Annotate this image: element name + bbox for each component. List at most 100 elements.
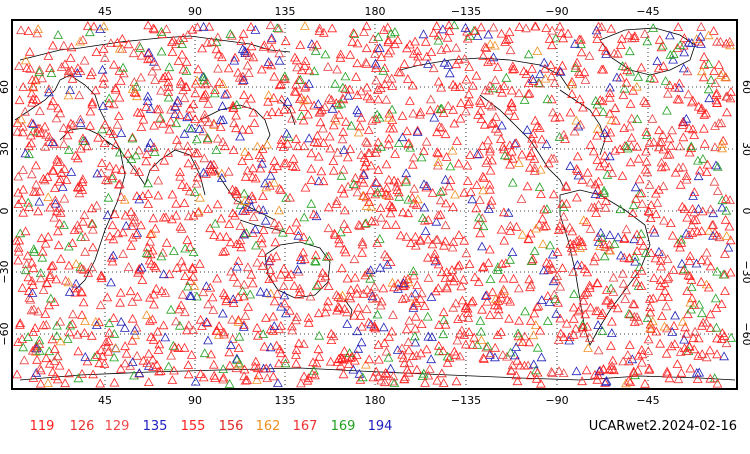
triangle-icon: [156, 26, 167, 36]
triangle-icon: [266, 60, 277, 70]
triangle-icon: [272, 288, 283, 298]
triangle-icon: [411, 199, 422, 209]
triangle-icon: [523, 89, 534, 98]
triangle-icon: [654, 34, 665, 44]
triangle-icon: [584, 51, 595, 60]
triangle-icon: [288, 153, 299, 163]
triangle-icon: [628, 366, 639, 376]
triangle-icon: [163, 77, 174, 87]
triangle-icon: [337, 290, 348, 300]
triangle-icon: [149, 162, 160, 171]
triangle-icon: [662, 105, 672, 115]
triangle-icon: [219, 329, 229, 339]
triangle-icon: [382, 22, 393, 32]
triangle-icon: [574, 94, 585, 104]
triangle-icon: [31, 160, 41, 170]
triangle-icon: [127, 313, 138, 323]
triangle-icon: [561, 181, 572, 191]
triangle-icon: [626, 132, 637, 142]
triangle-icon: [462, 33, 473, 43]
triangle-icon: [496, 28, 507, 38]
triangle-icon: [619, 234, 629, 244]
triangle-icon: [646, 324, 657, 333]
triangle-icon: [14, 61, 24, 70]
triangle-icon: [202, 317, 213, 327]
triangle-icon: [353, 343, 364, 353]
triangle-icon: [485, 165, 496, 175]
triangle-icon: [504, 27, 515, 36]
triangle-icon: [333, 301, 343, 311]
triangle-icon: [349, 254, 360, 264]
triangle-icon: [49, 212, 60, 222]
triangle-icon: [582, 167, 593, 177]
triangle-icon: [70, 283, 81, 293]
triangle-icon: [592, 154, 603, 164]
triangle-icon: [654, 125, 664, 135]
triangle-icon: [202, 77, 213, 87]
triangle-icon: [531, 223, 541, 233]
triangle-icon: [605, 127, 616, 137]
triangle-icon: [143, 188, 154, 198]
triangle-icon: [678, 63, 689, 73]
triangle-icon: [74, 188, 85, 198]
triangle-icon: [180, 307, 190, 317]
triangle-icon: [268, 325, 278, 335]
triangle-icon: [425, 94, 436, 104]
triangle-icon: [296, 65, 307, 75]
triangle-icon: [266, 34, 277, 44]
triangle-icon: [326, 94, 337, 104]
coastline: [559, 189, 651, 347]
triangle-icon: [404, 345, 414, 355]
triangle-icon: [350, 272, 360, 282]
triangle-icon: [148, 213, 159, 223]
triangle-icon: [218, 247, 228, 256]
triangle-icon: [101, 337, 111, 347]
legend-item: 135: [143, 419, 168, 434]
triangle-icon: [184, 186, 195, 196]
triangle-icon: [268, 311, 279, 321]
triangle-icon: [667, 125, 677, 135]
triangle-icon: [551, 66, 561, 75]
triangle-icon: [114, 43, 125, 53]
triangle-icon: [27, 74, 38, 84]
triangle-icon: [96, 345, 107, 355]
triangle-icon: [47, 334, 58, 344]
triangle-icon: [117, 33, 128, 43]
triangle-icon: [127, 132, 138, 142]
triangle-icon: [23, 332, 33, 342]
triangle-icon: [346, 285, 356, 294]
triangle-icon: [72, 68, 83, 77]
top-lon-label: −135: [451, 5, 481, 18]
triangle-icon: [299, 339, 309, 349]
triangle-icon: [135, 42, 146, 52]
triangle-icon: [46, 100, 57, 110]
triangle-icon: [526, 279, 536, 289]
triangle-icon: [705, 309, 716, 319]
triangle-icon: [369, 322, 379, 332]
triangle-icon: [100, 52, 110, 62]
triangle-icon: [571, 115, 582, 125]
coastline: [264, 241, 331, 299]
triangle-icon: [398, 278, 409, 288]
triangle-icon: [165, 116, 176, 126]
triangle-icon: [646, 200, 657, 209]
triangle-icon: [542, 204, 552, 214]
triangle-icon: [332, 305, 342, 315]
triangle-icon: [512, 355, 522, 365]
triangle-icon: [274, 205, 284, 215]
triangle-icon: [606, 340, 616, 350]
triangle-icon: [603, 133, 613, 143]
triangle-icon: [530, 320, 541, 330]
triangle-icon: [496, 224, 507, 234]
triangle-icon: [328, 120, 339, 130]
triangle-icon: [261, 312, 271, 322]
triangle-icon: [59, 139, 69, 149]
triangle-icon: [243, 124, 254, 134]
triangle-icon: [383, 139, 394, 149]
triangle-icon: [504, 140, 515, 150]
triangle-icon: [96, 168, 107, 177]
triangle-icon: [585, 302, 596, 312]
triangle-icon: [481, 158, 492, 167]
triangle-icon: [153, 175, 164, 185]
triangle-icon: [629, 317, 640, 326]
